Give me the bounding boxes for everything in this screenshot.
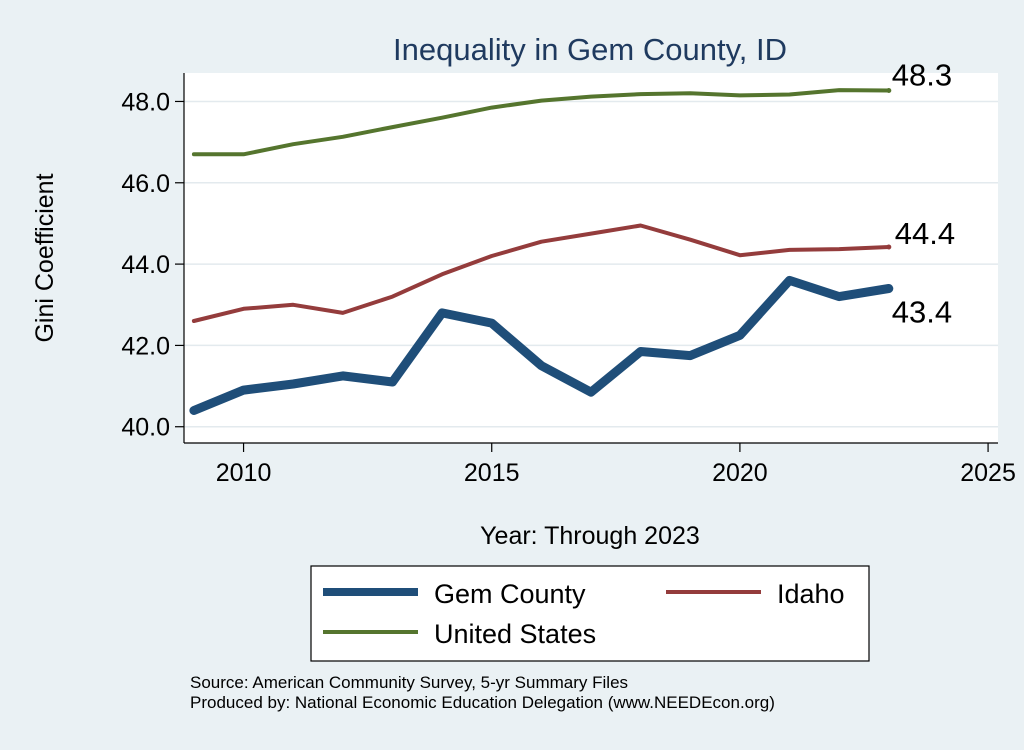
series-line-gem xyxy=(189,275,894,415)
source-note: Source: American Community Survey, 5-yr … xyxy=(190,673,628,692)
x-ticks: 2010 2015 2020 2025 xyxy=(216,443,1016,487)
legend-label-idaho: Idaho xyxy=(777,579,845,609)
series-line-us xyxy=(191,88,891,157)
end-labels: 43.4 44.4 48.3 xyxy=(892,57,955,329)
y-tick-label: 44.0 xyxy=(121,251,170,279)
series-lines xyxy=(189,87,894,415)
grid-lines xyxy=(184,100,998,428)
y-tick-label: 42.0 xyxy=(121,332,170,360)
legend-box xyxy=(310,565,870,662)
y-tick-label: 40.0 xyxy=(121,414,170,442)
legend-label-gem-county: Gem County xyxy=(434,579,586,609)
producer-note: Produced by: National Economic Education… xyxy=(190,693,775,712)
series-end-point-idaho xyxy=(886,244,892,250)
series-line-idaho xyxy=(191,223,891,323)
chart-title: Inequality in Gem County, ID xyxy=(393,32,787,67)
x-tick-label: 2015 xyxy=(464,459,520,487)
end-label-us: 48.3 xyxy=(892,57,952,92)
legend: Gem County Idaho United States xyxy=(310,565,870,662)
y-axis-title: Gini Coefficient xyxy=(31,173,59,342)
end-label-gem: 43.4 xyxy=(892,294,952,329)
x-tick-label: 2010 xyxy=(216,459,272,487)
legend-label-united-states: United States xyxy=(434,619,596,649)
series-end-point-gem xyxy=(886,285,892,291)
x-axis-title: Year: Through 2023 xyxy=(480,522,700,550)
x-tick-label: 2025 xyxy=(960,459,1016,487)
y-tick-label: 48.0 xyxy=(121,88,170,116)
y-ticks: 40.0 42.0 44.0 46.0 48.0 xyxy=(121,88,184,442)
end-label-idaho: 44.4 xyxy=(895,216,955,251)
y-tick-label: 46.0 xyxy=(121,170,170,198)
x-tick-label: 2020 xyxy=(712,459,768,487)
series-end-point-us xyxy=(886,87,892,93)
